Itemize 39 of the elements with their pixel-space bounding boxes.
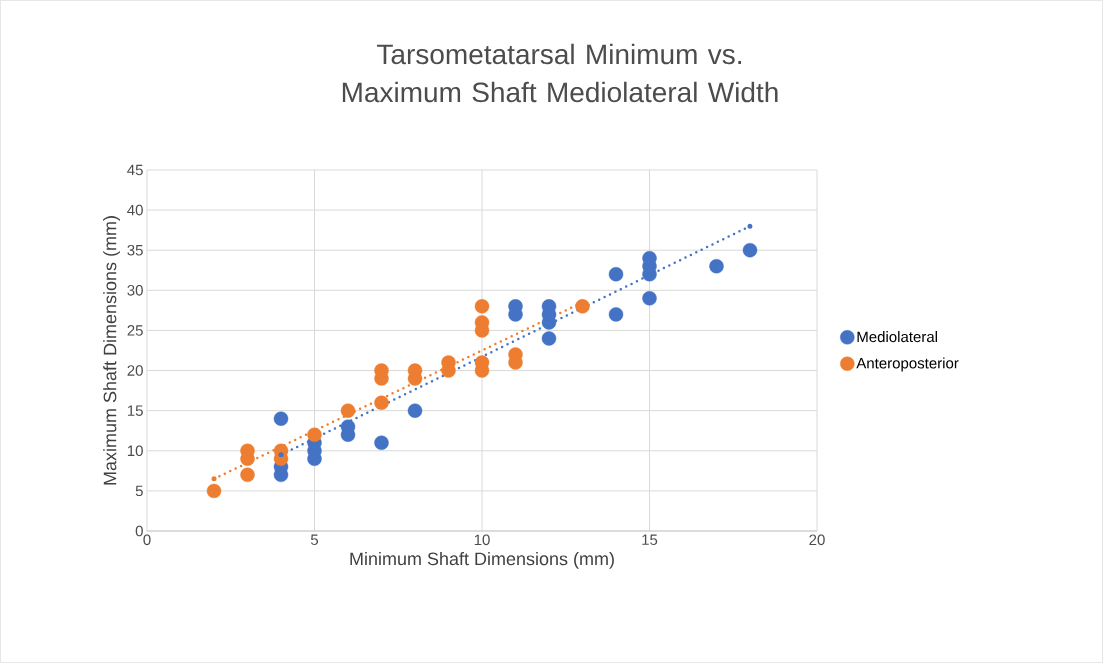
- point: [240, 467, 255, 483]
- point: [278, 452, 284, 458]
- point: [407, 403, 423, 418]
- y-tick-label: 0: [135, 525, 143, 537]
- point: [340, 403, 356, 418]
- point: [206, 483, 222, 499]
- point: [211, 476, 217, 482]
- point: [541, 331, 557, 346]
- point: [474, 299, 490, 314]
- y-tick-label: 45: [127, 164, 143, 176]
- point: [747, 223, 753, 229]
- x-tick-label: 10: [474, 534, 490, 546]
- point: [709, 259, 724, 274]
- point: [608, 267, 624, 282]
- x-tick-label: 5: [310, 534, 319, 545]
- y-tick-label: 15: [127, 405, 143, 416]
- y-tick-label: 35: [127, 244, 143, 256]
- y-axis-title: Maximum Shaft Dimensions (mm): [103, 216, 120, 485]
- point: [575, 299, 590, 314]
- point: [273, 411, 289, 426]
- y-tick-label: 30: [127, 285, 143, 296]
- point: [307, 427, 322, 442]
- point: [742, 243, 758, 258]
- x-tick-label: 0: [143, 534, 151, 546]
- legend-label: Mediolateral: [857, 331, 937, 343]
- legend-label: Anteroposterior: [856, 357, 959, 372]
- point: [374, 435, 389, 450]
- y-tick-label: 10: [127, 445, 143, 457]
- point: [608, 307, 624, 322]
- x-axis-title: Minimum Shaft Dimensions (mm): [350, 552, 614, 569]
- y-tick-label: 25: [127, 325, 143, 336]
- x-tick-label: 15: [642, 534, 658, 545]
- y-tick-label: 5: [135, 485, 143, 497]
- point: [642, 291, 657, 306]
- x-tick-label: 20: [809, 534, 825, 546]
- chart-title: Tarsometatarsal Minimum vs. Maximum Shaft Mediolateral Width: [342, 43, 778, 103]
- y-tick-label: 40: [127, 204, 143, 216]
- y-tick-label: 20: [127, 365, 143, 376]
- point: [374, 395, 389, 410]
